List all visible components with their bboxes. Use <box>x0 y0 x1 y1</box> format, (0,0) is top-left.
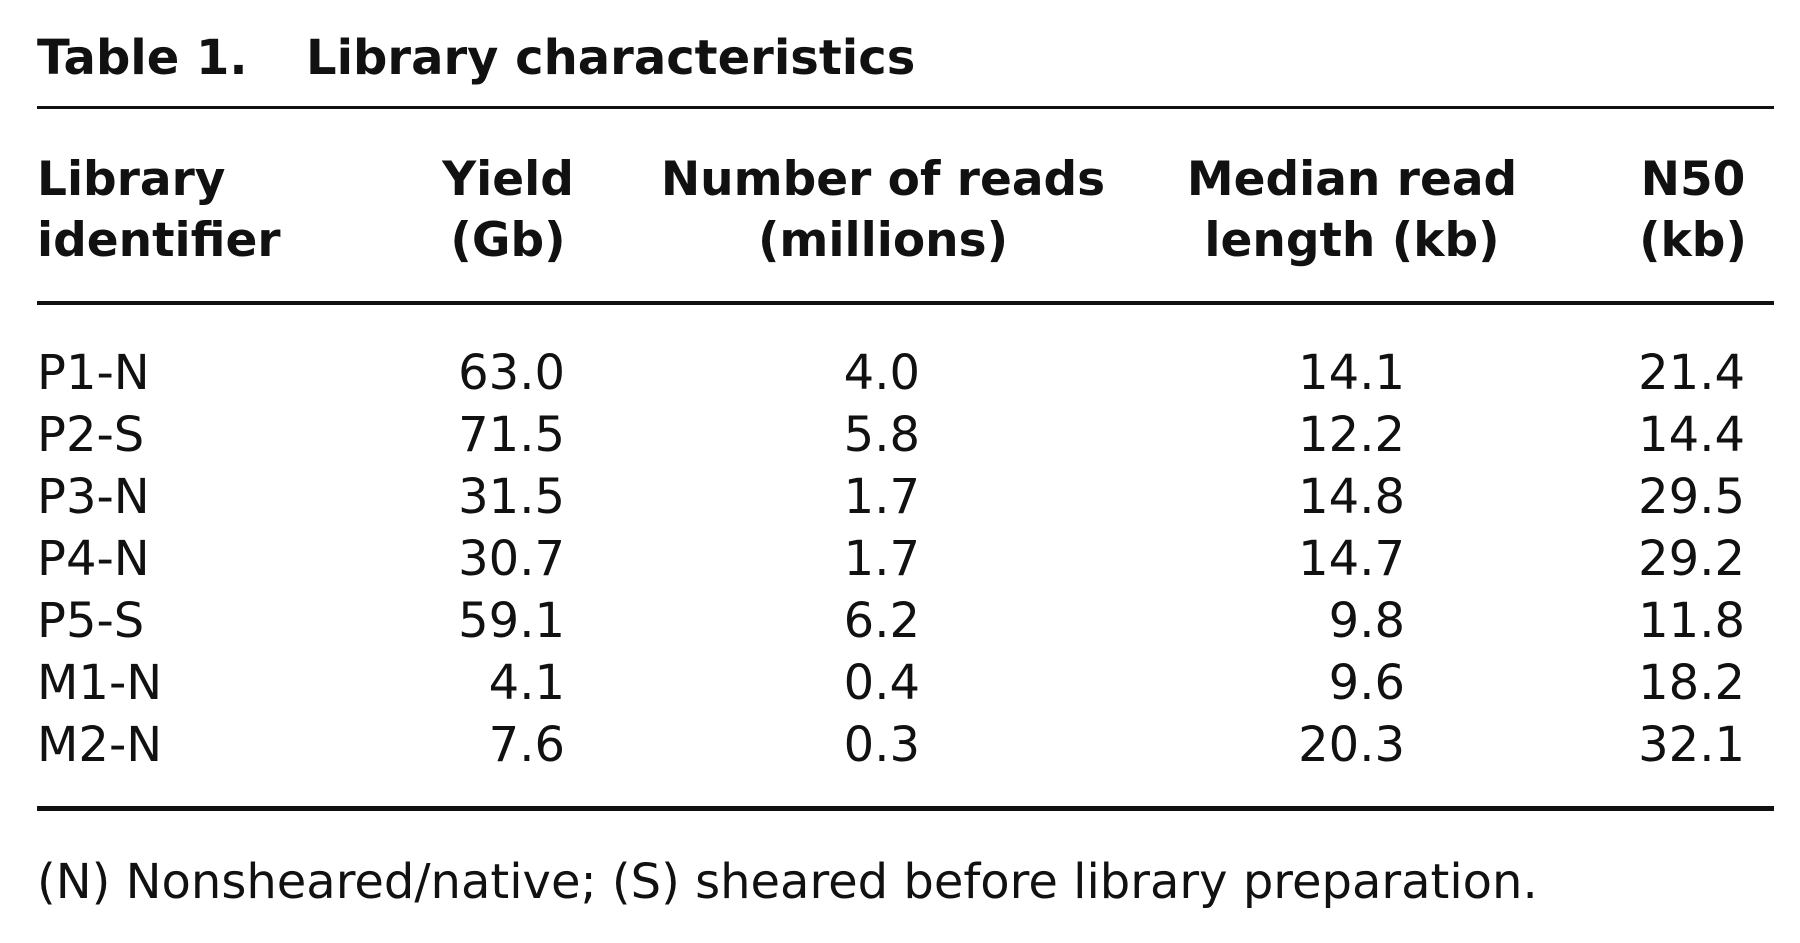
table-cell: 7.6 <box>488 717 565 773</box>
column-header: Number of reads <box>660 152 1106 207</box>
table-cell: 5.8 <box>843 407 920 463</box>
table-cell: 29.5 <box>1638 469 1745 525</box>
column-header: (kb) <box>1639 213 1747 268</box>
table-label: Table 1. <box>37 30 248 86</box>
row-label: M2-N <box>37 717 163 773</box>
table-cell: 18.2 <box>1638 655 1745 711</box>
row-label: P4-N <box>37 531 150 587</box>
top-rule <box>37 106 1774 109</box>
table-cell: 29.2 <box>1638 531 1745 587</box>
row-label: P3-N <box>37 469 150 525</box>
table-cell: 14.7 <box>1298 531 1405 587</box>
table-cell: 1.7 <box>843 531 920 587</box>
column-header: Yield <box>442 152 574 207</box>
row-label: P1-N <box>37 345 150 401</box>
table-cell: 30.7 <box>458 531 565 587</box>
column-header: Library <box>37 152 226 207</box>
bottom-rule <box>37 806 1774 811</box>
table-cell: 11.8 <box>1638 593 1745 649</box>
table-cell: 71.5 <box>458 407 565 463</box>
table-cell: 9.6 <box>1328 655 1405 711</box>
column-header: N50 <box>1640 152 1746 207</box>
table-cell: 63.0 <box>458 345 565 401</box>
table-cell: 20.3 <box>1298 717 1405 773</box>
column-header: length (kb) <box>1204 213 1500 268</box>
table-cell: 4.1 <box>488 655 565 711</box>
table-cell: 21.4 <box>1638 345 1745 401</box>
table-cell: 31.5 <box>458 469 565 525</box>
table-cell: 12.2 <box>1298 407 1405 463</box>
table-title: Library characteristics <box>306 30 916 86</box>
table-cell: 32.1 <box>1638 717 1745 773</box>
row-label: P5-S <box>37 593 145 649</box>
column-header: (Gb) <box>450 213 566 268</box>
table-cell: 0.3 <box>843 717 920 773</box>
row-label: P2-S <box>37 407 145 463</box>
row-label: M1-N <box>37 655 163 711</box>
table-cell: 9.8 <box>1328 593 1405 649</box>
footnote: (N) Nonsheared/native; (S) sheared befor… <box>37 854 1538 910</box>
column-header: Median read <box>1186 152 1518 207</box>
table-cell: 14.1 <box>1298 345 1405 401</box>
header-rule <box>37 301 1774 305</box>
column-header: identifier <box>37 213 281 268</box>
column-header: (millions) <box>757 213 1009 268</box>
table-cell: 4.0 <box>843 345 920 401</box>
table-cell: 0.4 <box>843 655 920 711</box>
table-cell: 14.4 <box>1638 407 1745 463</box>
table-cell: 6.2 <box>843 593 920 649</box>
table-cell: 59.1 <box>458 593 565 649</box>
table-cell: 14.8 <box>1298 469 1405 525</box>
table-cell: 1.7 <box>843 469 920 525</box>
